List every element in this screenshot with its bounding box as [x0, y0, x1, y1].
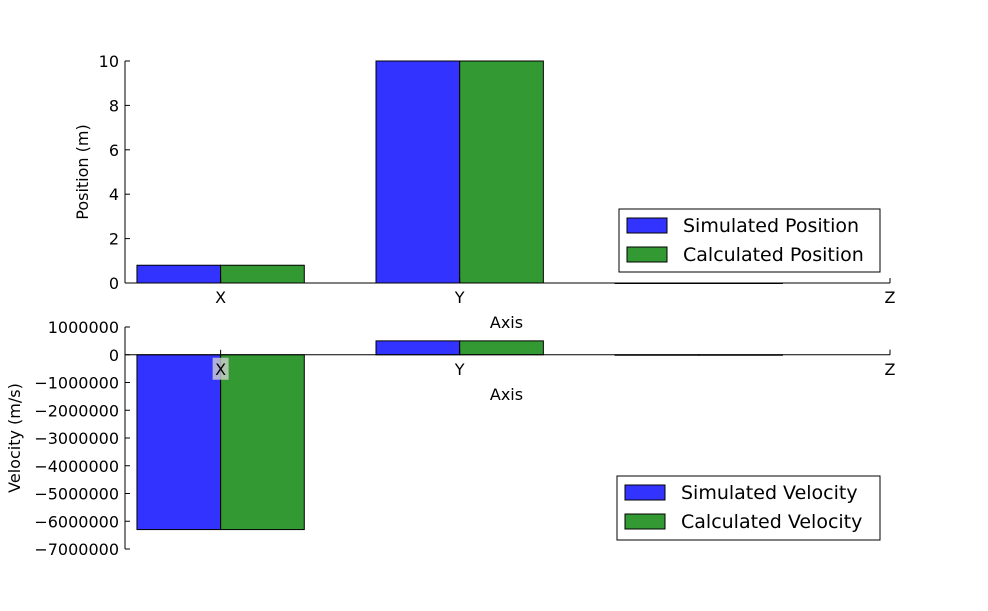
position-chart: 0 2 4 6 8 10 X Y Z Axis Position (m) Simulated …: [73, 52, 896, 332]
x-tick-label-z: Z: [885, 360, 896, 379]
y-tick-label: 1000000: [48, 318, 119, 337]
position-x-axis-label: Axis: [490, 313, 523, 332]
velocity-legend: Simulated Velocity Calculated Velocity: [616, 475, 881, 541]
y-tick-label: 4: [109, 185, 119, 204]
x-tick-label-y: Y: [454, 288, 465, 307]
legend-label: Simulated Position: [683, 215, 859, 237]
velocity-x-ticks: X Y Z: [212, 349, 896, 380]
legend-swatch: [626, 217, 668, 234]
legend-swatch: [624, 484, 666, 501]
y-tick-label: −2000000: [34, 401, 119, 420]
y-tick-label: −5000000: [34, 485, 119, 504]
bar-simulated-position-x: [136, 264, 222, 284]
y-tick-label: 6: [109, 141, 119, 160]
velocity-chart: 1000000 0 −1000000 −2000000 −3000000 −4000000…: [5, 318, 896, 559]
x-tick-label-z: Z: [885, 288, 896, 307]
y-tick-label: −6000000: [34, 512, 119, 531]
y-tick-label: 0: [109, 346, 119, 365]
y-tick-label: 10: [99, 52, 119, 71]
velocity-x-axis-label: Axis: [490, 385, 523, 404]
velocity-bars: [136, 340, 783, 531]
legend-label: Calculated Position: [683, 244, 864, 266]
bar-calculated-velocity-x: [220, 354, 305, 531]
bar-simulated-velocity-x: [136, 354, 222, 531]
legend-label: Simulated Velocity: [681, 482, 858, 504]
legend-swatch: [626, 246, 668, 263]
y-tick-label: −7000000: [34, 540, 119, 559]
position-x-ticks: X Y Z: [215, 278, 896, 307]
y-tick-label: 8: [109, 96, 119, 115]
y-tick-label: −4000000: [34, 457, 119, 476]
x-tick-label-x: X: [215, 360, 226, 379]
legend-swatch: [624, 513, 666, 530]
y-tick-label: −3000000: [34, 429, 119, 448]
velocity-y-ticks: 1000000 0 −1000000 −2000000 −3000000 −4000000…: [34, 318, 130, 559]
velocity-y-axis-label: Velocity (m/s): [5, 383, 24, 493]
x-tick-label-y: Y: [454, 360, 465, 379]
position-legend: Simulated Position Calculated Position: [618, 208, 881, 273]
bar-calculated-position-x: [220, 264, 305, 284]
y-tick-label: 2: [109, 230, 119, 249]
x-tick-label-highlight: [212, 357, 229, 380]
position-bars: [136, 60, 783, 284]
bar-calculated-velocity-y: [459, 340, 544, 356]
bar-calculated-position-y: [459, 60, 544, 284]
position-y-ticks: 0 2 4 6 8 10: [99, 52, 130, 293]
bar-simulated-velocity-y: [375, 340, 461, 356]
y-tick-label: 0: [109, 274, 119, 293]
legend-label: Calculated Velocity: [681, 511, 862, 533]
position-y-axis-label: Position (m): [73, 124, 92, 219]
y-tick-label: −1000000: [34, 374, 119, 393]
bar-simulated-position-y: [375, 60, 461, 284]
x-tick-label-x: X: [215, 288, 226, 307]
